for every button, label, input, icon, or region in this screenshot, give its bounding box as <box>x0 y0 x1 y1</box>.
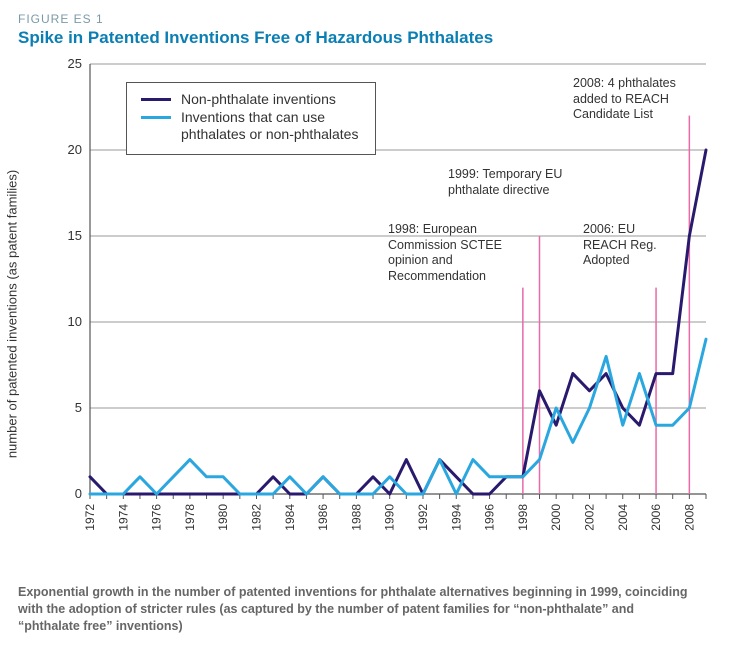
svg-text:1996: 1996 <box>483 504 497 531</box>
svg-text:1978: 1978 <box>183 504 197 531</box>
svg-text:1972: 1972 <box>83 504 97 531</box>
event-annotation: 1998: European Commission SCTEE opinion … <box>388 222 538 285</box>
chart-caption: Exponential growth in the number of pate… <box>18 584 698 635</box>
svg-text:1988: 1988 <box>349 504 363 531</box>
event-annotation: 1999: Temporary EU phthalate directive <box>448 167 608 198</box>
svg-text:1980: 1980 <box>216 504 230 531</box>
chart-container: number of patented inventions (as patent… <box>18 54 718 574</box>
svg-text:2002: 2002 <box>582 504 596 531</box>
legend-swatch <box>141 98 171 101</box>
legend-label: Inventions that can use phthalates or no… <box>181 109 361 144</box>
svg-text:2008: 2008 <box>682 504 696 531</box>
svg-text:10: 10 <box>68 314 82 329</box>
svg-text:1986: 1986 <box>316 504 330 531</box>
svg-text:1976: 1976 <box>150 504 164 531</box>
event-annotation: 2006: EU REACH Reg. Adopted <box>583 222 673 269</box>
svg-text:2006: 2006 <box>649 504 663 531</box>
legend-label: Non-phthalate inventions <box>181 91 336 109</box>
svg-text:15: 15 <box>68 228 82 243</box>
svg-text:1998: 1998 <box>516 504 530 531</box>
svg-text:1974: 1974 <box>116 504 130 531</box>
legend-item: Inventions that can use phthalates or no… <box>141 109 361 144</box>
y-axis-label: number of patented inventions (as patent… <box>5 170 20 458</box>
legend: Non-phthalate inventionsInventions that … <box>126 82 376 155</box>
svg-text:20: 20 <box>68 142 82 157</box>
svg-text:2004: 2004 <box>616 504 630 531</box>
event-annotation: 2008: 4 phthalates added to REACH Candid… <box>573 76 713 123</box>
svg-text:1990: 1990 <box>383 504 397 531</box>
svg-text:1984: 1984 <box>283 504 297 531</box>
svg-text:1994: 1994 <box>449 504 463 531</box>
svg-text:5: 5 <box>75 400 82 415</box>
legend-item: Non-phthalate inventions <box>141 91 361 109</box>
svg-text:2000: 2000 <box>549 504 563 531</box>
svg-text:1982: 1982 <box>249 504 263 531</box>
svg-text:0: 0 <box>75 486 82 501</box>
legend-swatch <box>141 116 171 119</box>
svg-text:1992: 1992 <box>416 504 430 531</box>
chart-title: Spike in Patented Inventions Free of Haz… <box>18 28 715 48</box>
figure-label: FIGURE ES 1 <box>18 12 715 26</box>
svg-text:25: 25 <box>68 56 82 71</box>
